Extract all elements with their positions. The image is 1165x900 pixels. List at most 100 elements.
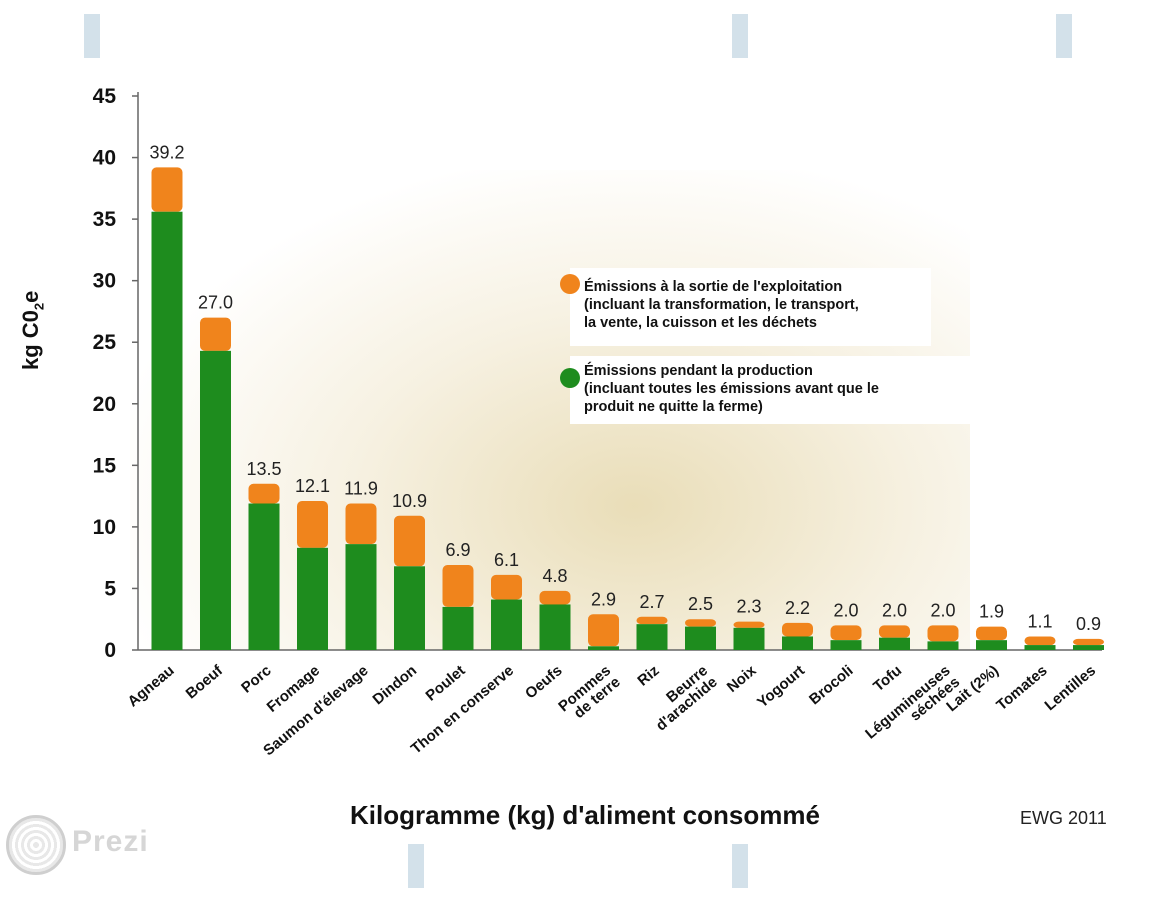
y-tick-label: 25 bbox=[93, 331, 117, 354]
bar-segment-production bbox=[345, 544, 377, 650]
prezi-logo-icon bbox=[6, 815, 66, 875]
bar-segment-post-farm bbox=[927, 625, 959, 642]
chart-bars bbox=[151, 167, 1104, 651]
legend-item-production: Émissions pendant la production (incluan… bbox=[560, 356, 986, 424]
x-category-label: Pommesde terre bbox=[555, 662, 623, 727]
source-credit: EWG 2011 bbox=[1020, 808, 1107, 828]
bar-total-label: 11.9 bbox=[344, 478, 378, 498]
bar-total-label: 2.9 bbox=[591, 589, 616, 609]
bar-segment-post-farm bbox=[782, 622, 813, 637]
bar-segment-post-farm bbox=[1024, 636, 1056, 646]
y-tick-label: 30 bbox=[93, 270, 116, 293]
bar-segment-production bbox=[200, 350, 231, 650]
y-tick-label: 10 bbox=[93, 516, 116, 539]
x-category-label: Dindon bbox=[370, 662, 420, 708]
y-tick-label: 35 bbox=[93, 208, 117, 231]
y-tick-label: 5 bbox=[104, 577, 116, 600]
bar-segment-production bbox=[879, 637, 910, 650]
decorative-bar bbox=[732, 14, 748, 58]
prezi-logo-text: Prezi bbox=[72, 825, 149, 858]
x-category-label: Brocoli bbox=[806, 662, 857, 708]
x-category-label: Lentilles bbox=[1042, 662, 1100, 714]
bar-total-label: 2.3 bbox=[736, 597, 761, 617]
decorative-bar bbox=[732, 844, 748, 888]
bar-segment-production bbox=[297, 547, 328, 650]
x-category-label: Oeufs bbox=[522, 662, 565, 702]
bar-segment-post-farm bbox=[588, 614, 619, 647]
bar-total-label: 2.7 bbox=[639, 592, 664, 612]
bar-total-label: 2.0 bbox=[882, 600, 907, 620]
bar-segment-production bbox=[636, 624, 668, 650]
legend-swatch-orange bbox=[560, 274, 580, 294]
x-category-label: Tofu bbox=[870, 662, 905, 695]
bar-segment-production bbox=[927, 641, 959, 650]
bar-total-label: 2.0 bbox=[930, 600, 955, 620]
bar-total-label: 6.1 bbox=[494, 550, 519, 570]
x-category-label: Porc bbox=[238, 662, 274, 696]
bar-segment-production bbox=[1073, 645, 1104, 650]
bar-total-label: 10.9 bbox=[392, 491, 427, 511]
bar-segment-post-farm bbox=[151, 167, 183, 212]
bar-total-label: 39.2 bbox=[149, 142, 184, 162]
bar-total-label: 4.8 bbox=[542, 566, 567, 586]
y-axis-label: kg C02e bbox=[18, 290, 47, 370]
bar-segment-production bbox=[685, 626, 716, 650]
bar-segment-production bbox=[1024, 645, 1056, 650]
x-category-label: Noix bbox=[724, 662, 760, 696]
x-category-label: Agneau bbox=[124, 662, 177, 710]
bar-total-label: 13.5 bbox=[246, 459, 281, 479]
y-tick-label: 20 bbox=[93, 393, 116, 416]
legend-swatch-green bbox=[560, 368, 580, 388]
bar-total-label: 1.9 bbox=[979, 602, 1004, 622]
bar-segment-post-farm bbox=[345, 503, 377, 545]
bar-segment-production bbox=[394, 566, 425, 650]
y-tick-label: 45 bbox=[93, 85, 117, 108]
y-tick-label: 0 bbox=[104, 639, 116, 662]
decorative-bar bbox=[84, 14, 100, 58]
y-tick-label: 40 bbox=[93, 147, 116, 170]
y-tick-label: 15 bbox=[93, 454, 117, 477]
bar-segment-production bbox=[733, 627, 765, 650]
bar-total-label: 12.1 bbox=[295, 476, 330, 496]
bar-segment-production bbox=[976, 640, 1007, 650]
x-category-label: Yogourt bbox=[754, 662, 808, 711]
x-category-label: Riz bbox=[634, 662, 662, 689]
bar-segment-post-farm bbox=[539, 590, 571, 605]
x-category-label: Boeuf bbox=[183, 661, 227, 702]
bar-segment-production bbox=[442, 606, 474, 650]
bar-segment-post-farm bbox=[879, 625, 910, 638]
bar-segment-post-farm bbox=[248, 483, 280, 504]
prezi-logo: Prezi bbox=[6, 815, 156, 875]
bar-total-label: 6.9 bbox=[445, 540, 470, 560]
bar-segment-production bbox=[588, 646, 619, 650]
bar-total-label: 27.0 bbox=[198, 293, 233, 313]
bar-segment-post-farm bbox=[491, 574, 522, 600]
decorative-bar bbox=[408, 844, 424, 888]
bar-segment-post-farm bbox=[636, 616, 668, 625]
legend-label-production: Émissions pendant la production (incluan… bbox=[584, 363, 879, 415]
bar-segment-post-farm bbox=[442, 565, 474, 607]
bar-total-label: 2.5 bbox=[688, 594, 713, 614]
bar-segment-post-farm bbox=[297, 501, 328, 548]
bar-total-label: 2.0 bbox=[833, 600, 858, 620]
legend-item-post-farm: Émissions à la sortie de l'exploitation … bbox=[560, 268, 931, 346]
bar-segment-production bbox=[830, 640, 862, 650]
bar-segment-post-farm bbox=[830, 625, 862, 641]
bar-segment-post-farm bbox=[200, 317, 231, 351]
bar-total-label: 1.1 bbox=[1027, 611, 1052, 631]
bar-segment-post-farm bbox=[976, 626, 1007, 641]
bar-segment-post-farm bbox=[733, 621, 765, 628]
legend-label-post-farm: Émissions à la sortie de l'exploitation … bbox=[584, 279, 859, 331]
bar-segment-post-farm bbox=[394, 515, 425, 567]
bar-segment-production bbox=[491, 599, 522, 650]
decorative-bar bbox=[1056, 14, 1072, 58]
bar-segment-post-farm bbox=[1073, 638, 1104, 646]
bar-total-label: 0.9 bbox=[1076, 614, 1101, 634]
bar-segment-production bbox=[782, 636, 813, 650]
bar-segment-production bbox=[539, 604, 571, 650]
x-axis-label: Kilogramme (kg) d'aliment consommé bbox=[350, 800, 820, 830]
chart-labels: 39.2Agneau27.0Boeuf13.5Porc12.1Fromage11… bbox=[124, 142, 1101, 759]
bar-segment-post-farm bbox=[685, 619, 716, 627]
